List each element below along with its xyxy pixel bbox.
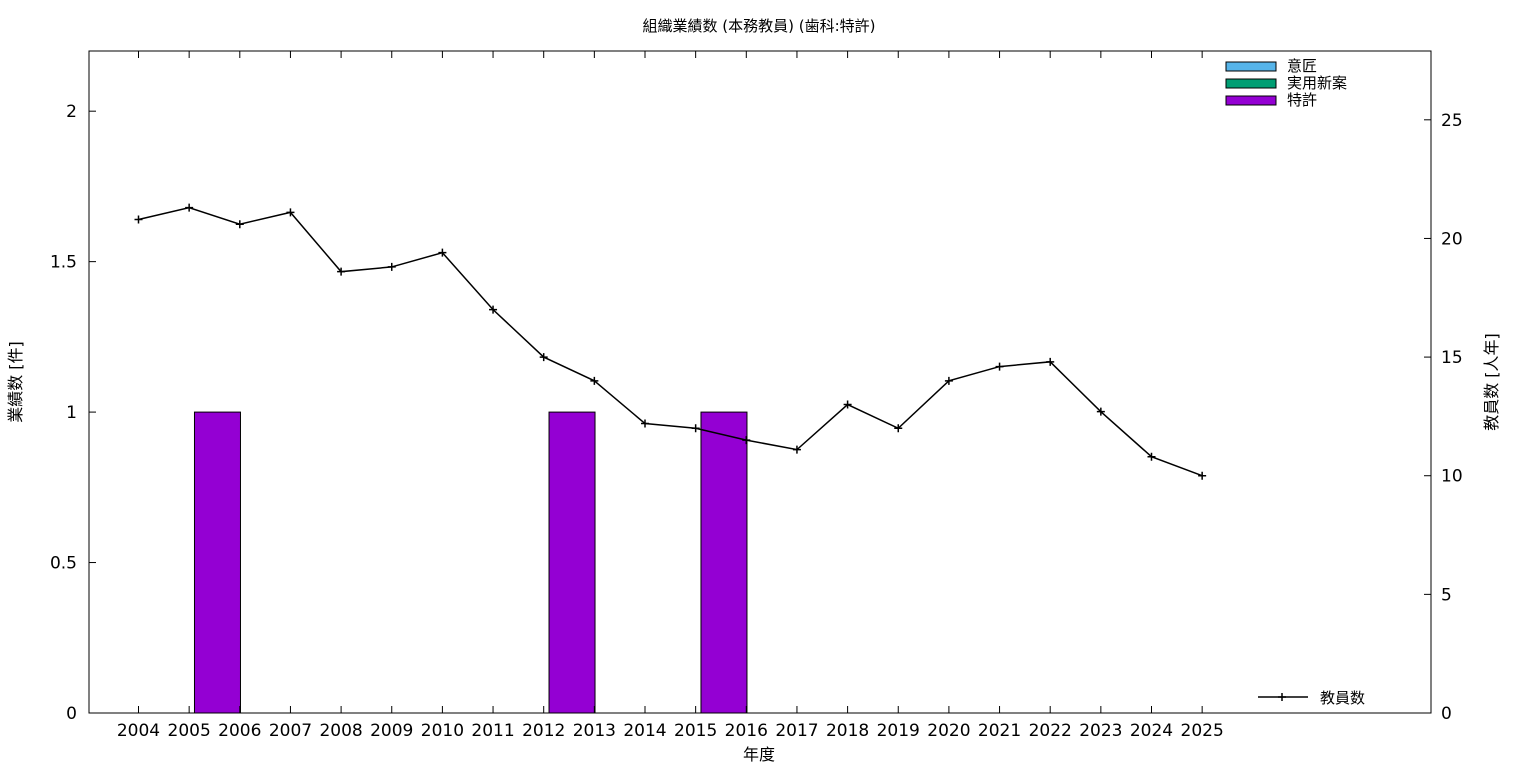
faculty-point-2008	[337, 267, 346, 276]
x-tick-label: 2019	[877, 721, 920, 741]
legend-label-utility-model: 実用新案	[1287, 74, 1347, 92]
x-tick-label: 2004	[117, 721, 160, 741]
faculty-point-2006	[235, 220, 244, 229]
x-tick-label: 2025	[1181, 721, 1224, 741]
x-tick-label: 2013	[573, 721, 616, 741]
faculty-point-2022	[1046, 357, 1055, 366]
y2-tick-label: 10	[1441, 467, 1463, 487]
legend-swatch-design	[1225, 61, 1277, 72]
y-tick-label: 2	[66, 102, 77, 122]
faculty-point-2019	[894, 424, 903, 433]
bar-patent-2005	[193, 411, 241, 714]
y-tick-label: 0	[66, 704, 77, 724]
faculty-point-2021	[995, 362, 1004, 371]
x-tick-label: 2008	[319, 721, 362, 741]
x-axis-title: 年度	[743, 745, 775, 764]
y-axis-title: 業績数 [件]	[6, 341, 25, 423]
y2-tick-label: 20	[1441, 229, 1463, 249]
x-tick-label: 2010	[421, 721, 464, 741]
faculty-point-2011	[489, 305, 498, 314]
x-tick-label: 2017	[775, 721, 818, 741]
faculty-point-2009	[387, 262, 396, 271]
bar-patent-2015	[700, 411, 748, 714]
y2-tick-label: 25	[1441, 111, 1463, 131]
x-tick-label: 2023	[1079, 721, 1122, 741]
x-tick-label: 2016	[725, 721, 768, 741]
x-tick-label: 2015	[674, 721, 717, 741]
legend-swatch-patent	[1225, 95, 1277, 106]
y2-tick-label: 15	[1441, 348, 1463, 368]
faculty-point-2017	[792, 445, 801, 454]
y-tick-label: 0.5	[50, 554, 77, 574]
faculty-point-2004	[134, 215, 143, 224]
faculty-point-2014	[641, 419, 649, 428]
x-tick-label: 2022	[1029, 721, 1072, 741]
faculty-point-2007	[286, 208, 295, 217]
bar-legend: 意匠 実用新案 特許	[1225, 57, 1347, 109]
faculty-point-2020	[944, 376, 953, 385]
faculty-point-2023	[1096, 407, 1105, 416]
bar-patent-2012	[548, 411, 596, 714]
faculty-point-2010	[438, 248, 447, 257]
faculty-point-2025	[1198, 471, 1207, 480]
legend-line-marker	[1278, 693, 1286, 701]
x-tick-label: 2018	[826, 721, 869, 741]
legend-label-patent: 特許	[1287, 91, 1317, 109]
y-tick-label: 1.5	[50, 253, 77, 273]
axes-layer: 2004 2005 2006 2007 2008 2009 2010 2011 2012 2013…	[50, 51, 1463, 741]
faculty-line-layer	[134, 203, 1207, 480]
x-tick-label: 2007	[269, 721, 312, 741]
x-tick-label: 2014	[623, 721, 666, 741]
faculty-point-2013	[590, 376, 599, 385]
y2-tick-label: 0	[1441, 704, 1452, 724]
x-tick-label: 2020	[927, 721, 970, 741]
faculty-point-2016	[742, 436, 751, 445]
x-tick-label: 2006	[218, 721, 261, 741]
faculty-line	[138, 206, 1203, 477]
x-tick-label: 2011	[471, 721, 514, 741]
x-tick-label: 2021	[978, 721, 1021, 741]
legend-label-faculty: 教員数	[1320, 689, 1365, 707]
faculty-point-2005	[185, 203, 194, 212]
faculty-point-2024	[1147, 452, 1156, 461]
faculty-point-2018	[843, 400, 852, 409]
legend-label-design: 意匠	[1287, 57, 1317, 75]
plot-frame	[88, 50, 1432, 714]
x-tick-label: 2012	[522, 721, 565, 741]
y2-tick-label: 5	[1441, 585, 1452, 605]
y2-axis-title: 教員数 [人年]	[1482, 333, 1501, 431]
x-tick-label: 2024	[1130, 721, 1173, 741]
legend-swatch-utility-model	[1225, 78, 1277, 89]
faculty-point-2015	[691, 424, 700, 433]
bars-layer	[193, 411, 748, 714]
x-tick-label: 2005	[168, 721, 211, 741]
line-legend: 教員数	[1258, 689, 1365, 707]
x-tick-label: 2009	[370, 721, 413, 741]
faculty-point-2012	[539, 353, 548, 362]
y-tick-label: 1	[66, 403, 77, 423]
chart-title: 組織業績数 (本務教員) (歯科:特許)	[643, 17, 876, 35]
